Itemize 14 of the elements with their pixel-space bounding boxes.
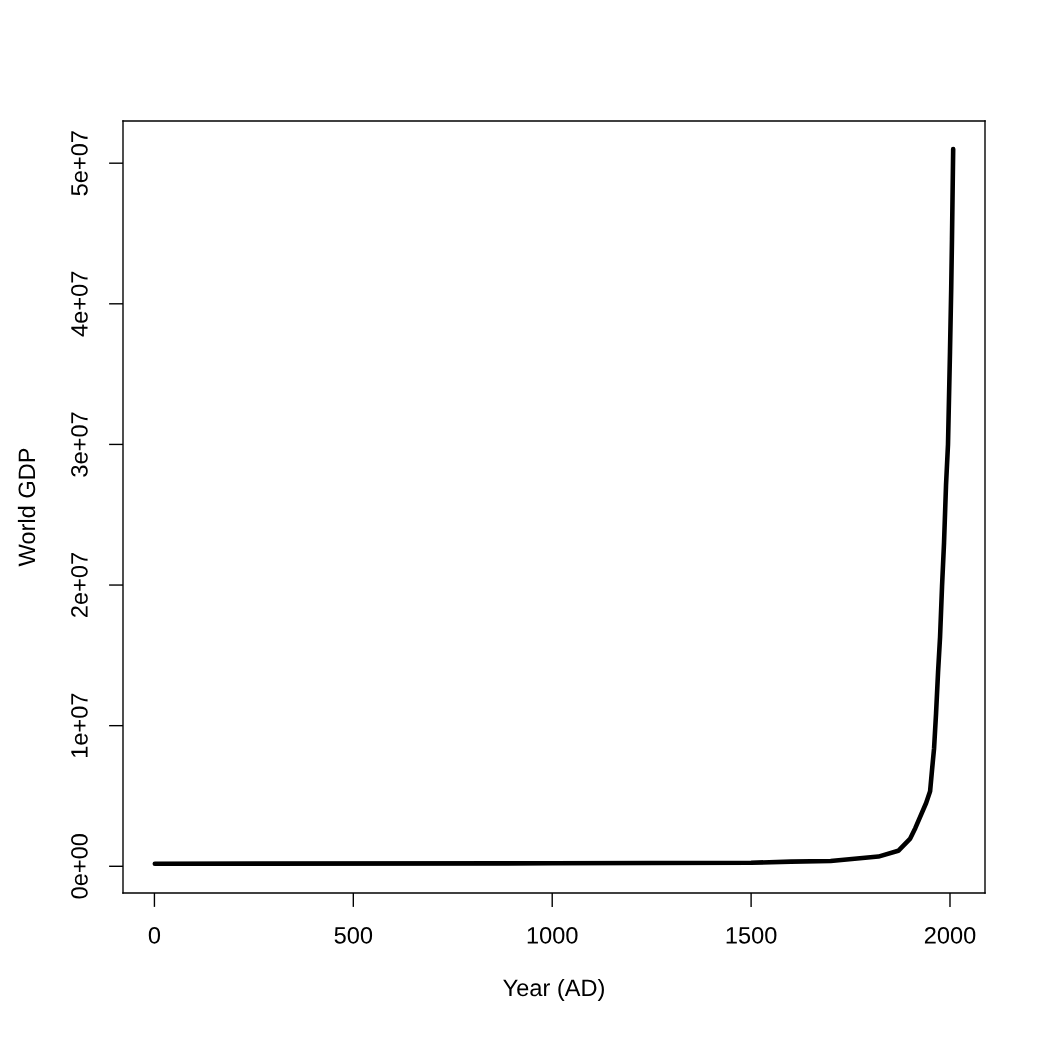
line-series [152, 146, 956, 867]
x-axis-title: Year (AD) [503, 978, 604, 1001]
x-tick-label: 1000 [527, 926, 578, 944]
y-tick-label: 3e+07 [71, 412, 88, 477]
x-tick-label: 0 [148, 926, 161, 944]
y-tick-label: 5e+07 [71, 131, 88, 196]
y-tick-label: 4e+07 [71, 271, 88, 337]
y-axis-title: World GDP [17, 448, 36, 567]
x-tick-label: 500 [334, 926, 373, 944]
y-tick-label: 2e+07 [71, 553, 88, 618]
x-tick-label: 1500 [726, 926, 777, 944]
x-tick-label: 2000 [924, 926, 976, 944]
y-tick-label: 1e+07 [71, 693, 88, 758]
y-tick-label: 0e+00 [71, 834, 88, 899]
